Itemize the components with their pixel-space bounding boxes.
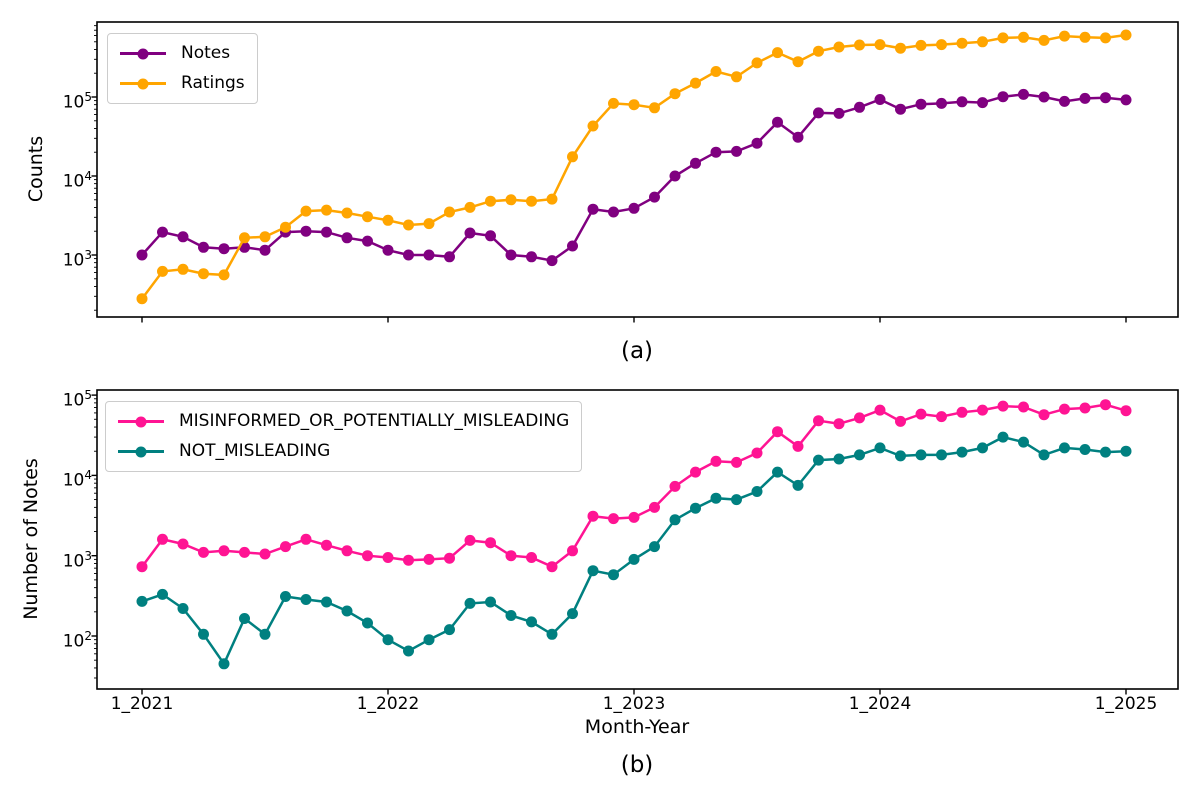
axes-a [91,21,1179,323]
caption-a: (a) [620,338,654,364]
x-tick-label: 1_2023 [602,694,666,714]
not-misleading-line-marker-icon [118,446,164,458]
series-MISINFORMED_OR_POTENTIALLY_MISLEADING [136,399,1132,573]
misleading-line-marker-icon [118,416,164,428]
series-Notes [136,88,1132,267]
y-tick-label: 105 [62,90,92,113]
legend-bottom: MISINFORMED_OR_POTENTIALLY_MISLEADING NO… [105,401,583,472]
y-tick-label: 104 [62,169,92,192]
legend-item-notes: Notes [120,42,245,65]
legend-item-ratings: Ratings [120,72,245,95]
legend-label-notes: Notes [181,43,231,63]
y-tick-label: 103 [62,248,92,271]
legend-label-not-misleading: NOT_MISLEADING [179,441,331,461]
series-Ratings [136,29,1132,305]
legend-top: Notes Ratings [107,33,258,104]
x-tick-label: 1_2021 [110,694,174,714]
x-tick-label: 1_2024 [848,694,912,714]
legend-item-misleading: MISINFORMED_OR_POTENTIALLY_MISLEADING [118,410,569,433]
y-tick-label: 102 [62,629,92,652]
caption-b: (b) [620,752,654,778]
x-axis-label: Month-Year [584,716,690,738]
y-tick-label: 105 [62,388,92,411]
legend-label-misleading: MISINFORMED_OR_POTENTIALLY_MISLEADING [179,411,570,431]
axes-b [91,389,1179,695]
legend-item-not-misleading: NOT_MISLEADING [118,440,569,463]
ratings-line-marker-icon [120,78,166,90]
y-tick-label: 103 [62,548,92,572]
y-tick-label: 104 [62,468,92,492]
notes-line-marker-icon [120,48,166,60]
x-tick-label: 1_2025 [1094,694,1158,714]
legend-label-ratings: Ratings [181,73,245,93]
series-NOT_MISLEADING [136,431,1132,670]
x-tick-label: 1_2022 [356,694,420,714]
